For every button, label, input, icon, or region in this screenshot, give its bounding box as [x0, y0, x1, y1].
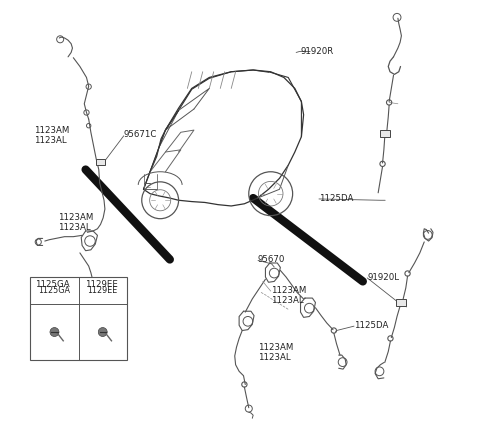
Text: 1125DA: 1125DA — [319, 194, 353, 202]
Text: 1123AL: 1123AL — [258, 353, 290, 362]
Bar — [396, 299, 406, 306]
Text: 1125GA: 1125GA — [38, 286, 71, 295]
Circle shape — [50, 328, 59, 337]
Text: 91920L: 91920L — [367, 272, 399, 282]
Text: 1125DA: 1125DA — [354, 321, 388, 330]
Text: 1123AM: 1123AM — [271, 286, 306, 295]
Text: 95671C: 95671C — [124, 130, 157, 139]
Text: 1123AL: 1123AL — [271, 296, 303, 305]
Bar — [30, 277, 127, 360]
Text: 1125GA: 1125GA — [35, 280, 70, 289]
Text: 1129EE: 1129EE — [87, 286, 118, 295]
Text: 95670: 95670 — [258, 255, 285, 264]
Text: 1123AM: 1123AM — [258, 343, 293, 352]
Bar — [96, 158, 105, 165]
Text: 1123AM: 1123AM — [58, 213, 93, 222]
Text: 91920R: 91920R — [300, 47, 334, 55]
Bar — [380, 130, 390, 137]
Text: 1123AL: 1123AL — [58, 224, 91, 232]
Text: 1123AM: 1123AM — [34, 125, 69, 135]
Circle shape — [98, 328, 107, 337]
Text: 1123AL: 1123AL — [34, 136, 66, 145]
Text: 1129EE: 1129EE — [85, 280, 118, 289]
